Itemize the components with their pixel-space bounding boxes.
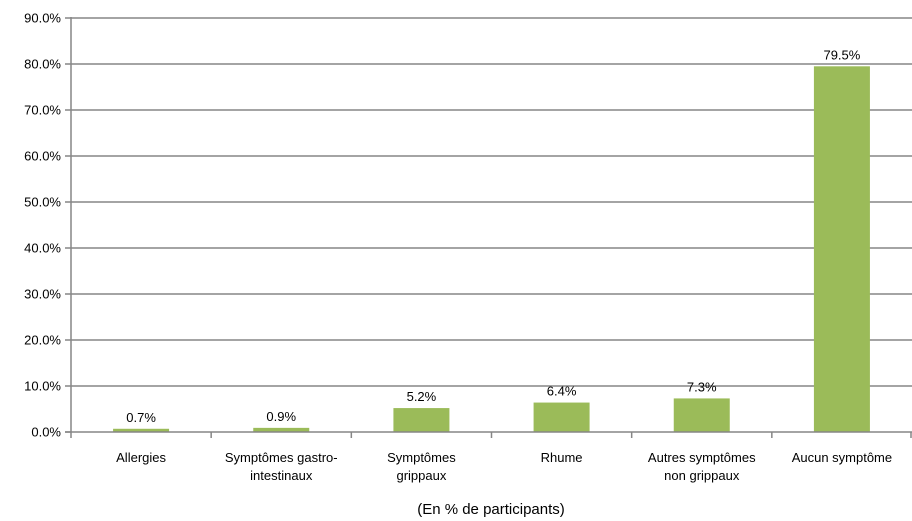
category-label: Allergies xyxy=(116,450,166,465)
category-label: Symptômes gastro- xyxy=(225,450,338,465)
y-tick-label: 90.0% xyxy=(24,11,61,26)
y-tick-label: 60.0% xyxy=(24,149,61,164)
y-tick-label: 10.0% xyxy=(24,379,61,394)
category-label: Aucun symptôme xyxy=(792,450,892,465)
y-tick-label: 70.0% xyxy=(24,103,61,118)
data-label: 0.7% xyxy=(126,410,156,425)
data-label: 5.2% xyxy=(407,389,437,404)
category-label: Symptômes xyxy=(387,450,456,465)
data-label: 7.3% xyxy=(687,379,717,394)
category-label: Autres symptômes xyxy=(648,450,756,465)
gridlines xyxy=(71,17,912,387)
y-tick-label: 80.0% xyxy=(24,57,61,72)
category-label: intestinaux xyxy=(250,468,313,483)
data-label: 6.4% xyxy=(547,384,577,399)
bar xyxy=(393,408,450,432)
bars xyxy=(113,66,870,433)
bar xyxy=(253,427,310,432)
category-label: grippaux xyxy=(396,468,446,483)
y-tick-label: 40.0% xyxy=(24,241,61,256)
data-label: 79.5% xyxy=(823,47,860,62)
y-tick-label: 30.0% xyxy=(24,287,61,302)
category-label: Rhume xyxy=(541,450,583,465)
x-axis-title: (En % de participants) xyxy=(417,501,565,518)
y-tick-label: 0.0% xyxy=(31,425,61,440)
y-tick-label: 20.0% xyxy=(24,333,61,348)
y-tick-label: 50.0% xyxy=(24,195,61,210)
labels: 0.0% 10.0% 20.0% 30.0% 40.0% 50.0% 60.0% 70.0% 8… xyxy=(24,11,892,484)
data-label: 0.9% xyxy=(266,409,296,424)
axes xyxy=(65,17,912,438)
bar xyxy=(813,66,870,433)
bar xyxy=(533,402,590,432)
bar xyxy=(673,398,730,432)
category-label: non grippaux xyxy=(664,468,740,483)
bar xyxy=(113,428,170,432)
